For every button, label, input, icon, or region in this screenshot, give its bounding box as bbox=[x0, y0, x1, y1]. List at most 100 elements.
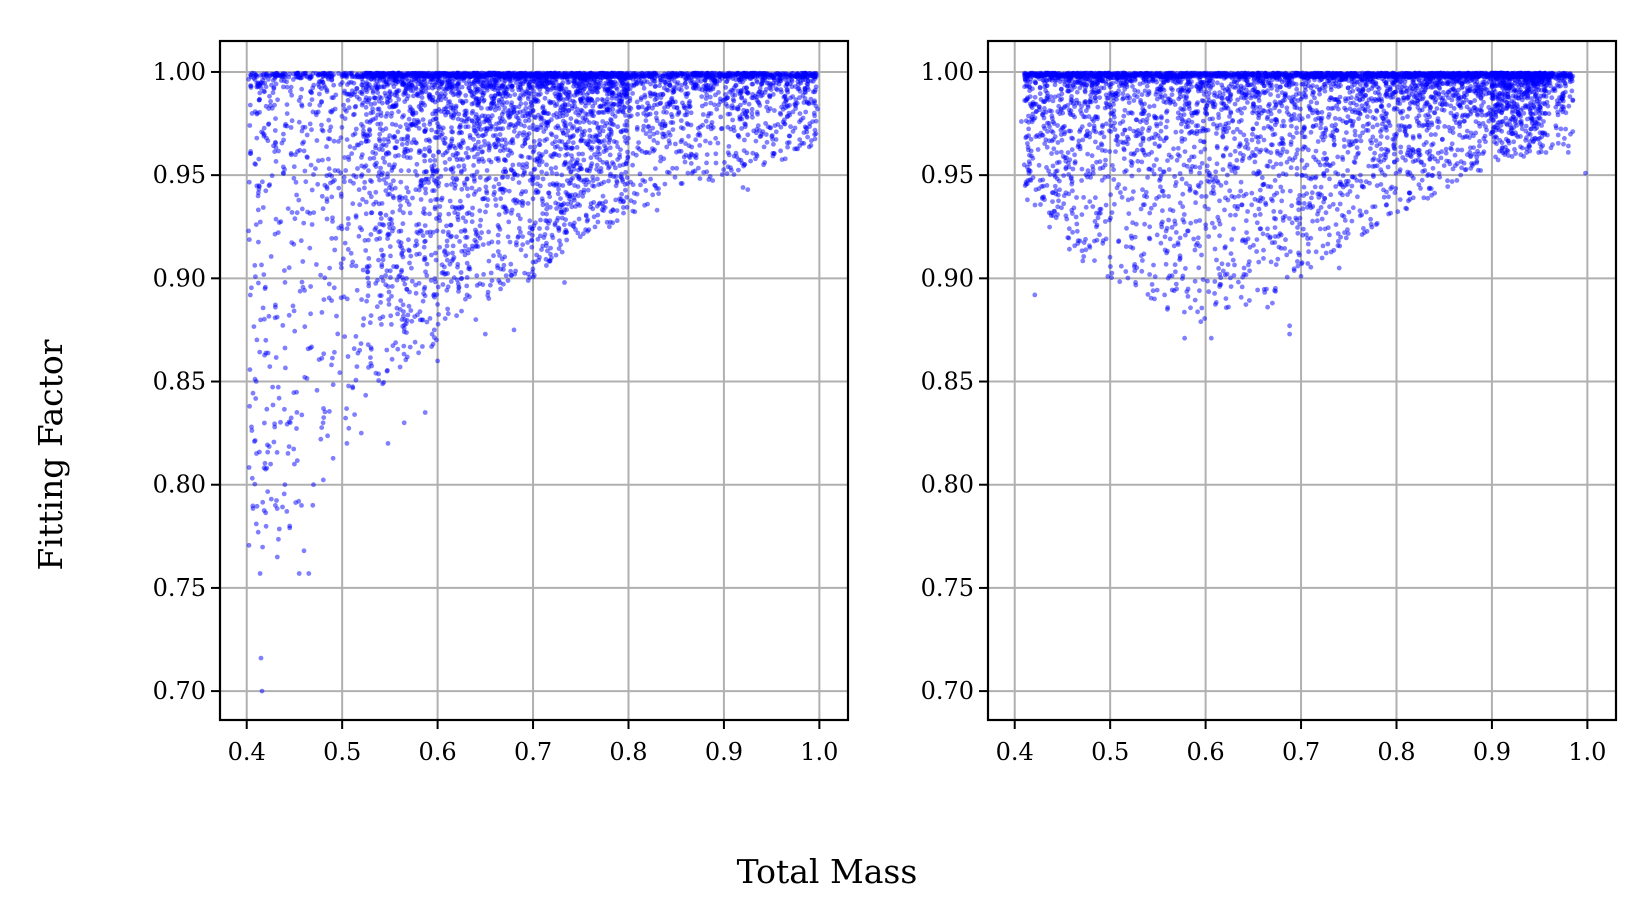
scatter-point bbox=[301, 220, 307, 226]
scatter-point bbox=[627, 95, 633, 101]
scatter-point bbox=[515, 84, 521, 90]
scatter-point bbox=[413, 290, 419, 296]
scatter-point bbox=[246, 179, 252, 185]
scatter-point bbox=[503, 206, 509, 211]
scatter-point bbox=[264, 465, 270, 471]
scatter-point bbox=[346, 221, 351, 227]
scatter-point bbox=[471, 192, 477, 197]
scatter-point bbox=[559, 172, 565, 178]
scatter-point bbox=[537, 226, 542, 231]
scatter-point bbox=[366, 280, 372, 286]
scatter-point bbox=[379, 247, 384, 253]
scatter-point bbox=[550, 235, 556, 241]
scatter-point bbox=[429, 164, 435, 170]
scatter-point bbox=[268, 99, 273, 104]
scatter-point bbox=[631, 190, 637, 196]
scatter-point bbox=[555, 191, 561, 197]
scatter-point bbox=[352, 145, 357, 151]
scatter-point bbox=[621, 205, 626, 210]
scatter-point bbox=[810, 78, 816, 84]
scatter-point bbox=[638, 97, 644, 102]
scatter-point bbox=[454, 277, 460, 283]
scatter-point bbox=[260, 499, 266, 505]
scatter-point bbox=[380, 100, 385, 106]
scatter-point bbox=[527, 275, 533, 280]
scatter-point bbox=[576, 216, 582, 222]
scatter-point bbox=[530, 274, 536, 280]
scatter-point bbox=[463, 296, 468, 302]
scatter-point bbox=[434, 80, 440, 86]
scatter-point bbox=[625, 149, 630, 155]
scatter-point bbox=[569, 153, 574, 159]
scatter-point bbox=[326, 117, 332, 123]
scatter-point bbox=[644, 149, 650, 155]
scatter-point bbox=[362, 238, 368, 243]
scatter-point bbox=[408, 253, 414, 259]
scatter-point bbox=[286, 312, 292, 318]
scatter-point bbox=[337, 370, 343, 376]
scatter-point bbox=[767, 93, 772, 98]
scatter-point bbox=[445, 306, 450, 312]
scatter-point bbox=[327, 409, 332, 414]
scatter-point bbox=[470, 205, 475, 211]
scatter-point bbox=[449, 125, 454, 130]
scatter-point bbox=[252, 481, 258, 487]
scatter-point bbox=[675, 80, 681, 85]
scatter-point bbox=[464, 292, 470, 298]
scatter-point bbox=[430, 97, 435, 103]
scatter-point bbox=[602, 123, 608, 129]
scatter-point bbox=[498, 196, 504, 202]
scatter-point bbox=[304, 154, 310, 160]
scatter-point bbox=[497, 148, 503, 154]
scatter-point bbox=[778, 148, 783, 154]
scatter-point bbox=[360, 322, 366, 328]
scatter-point bbox=[652, 182, 657, 188]
scatter-point bbox=[331, 82, 337, 88]
scatter-point bbox=[544, 218, 550, 224]
scatter-point bbox=[368, 178, 373, 183]
scatter-point bbox=[454, 313, 459, 319]
scatter-point bbox=[318, 436, 324, 442]
scatter-point bbox=[349, 151, 355, 157]
scatter-point bbox=[327, 265, 332, 271]
scatter-point bbox=[769, 134, 775, 139]
scatter-point bbox=[528, 144, 533, 150]
scatter-point bbox=[385, 231, 391, 237]
scatter-point bbox=[578, 177, 584, 183]
scatter-point bbox=[422, 223, 428, 229]
scatter-point bbox=[484, 203, 490, 209]
scatter-point bbox=[589, 145, 595, 151]
scatter-point bbox=[355, 166, 360, 171]
scatter-point bbox=[314, 262, 319, 267]
scatter-point bbox=[258, 317, 263, 323]
scatter-point bbox=[715, 140, 721, 146]
scatter-point bbox=[600, 128, 606, 134]
scatter-point bbox=[296, 98, 302, 103]
scatter-point bbox=[771, 141, 776, 147]
scatter-point bbox=[362, 179, 368, 185]
scatter-point bbox=[248, 149, 254, 154]
scatter-point bbox=[683, 141, 688, 147]
scatter-point bbox=[400, 221, 406, 227]
scatter-point bbox=[539, 247, 544, 253]
scatter-point bbox=[349, 263, 355, 269]
scatter-point bbox=[723, 101, 729, 107]
scatter-point bbox=[436, 149, 441, 155]
scatter-point bbox=[300, 259, 306, 264]
scatter-point bbox=[397, 243, 403, 249]
scatter-point bbox=[703, 118, 709, 124]
scatter-point bbox=[313, 166, 318, 172]
scatter-point bbox=[563, 161, 569, 167]
scatter-point bbox=[338, 261, 344, 266]
scatter-point bbox=[731, 172, 737, 177]
scatter-point bbox=[507, 239, 513, 245]
scatter-point bbox=[365, 269, 370, 275]
scatter-point bbox=[384, 268, 390, 274]
scatter-point bbox=[525, 201, 531, 206]
scatter-point bbox=[322, 182, 328, 188]
scatter-point bbox=[366, 82, 372, 87]
scatter-point bbox=[701, 170, 707, 175]
scatter-point bbox=[522, 137, 528, 143]
scatter-point bbox=[558, 242, 563, 248]
scatter-point bbox=[614, 208, 620, 214]
